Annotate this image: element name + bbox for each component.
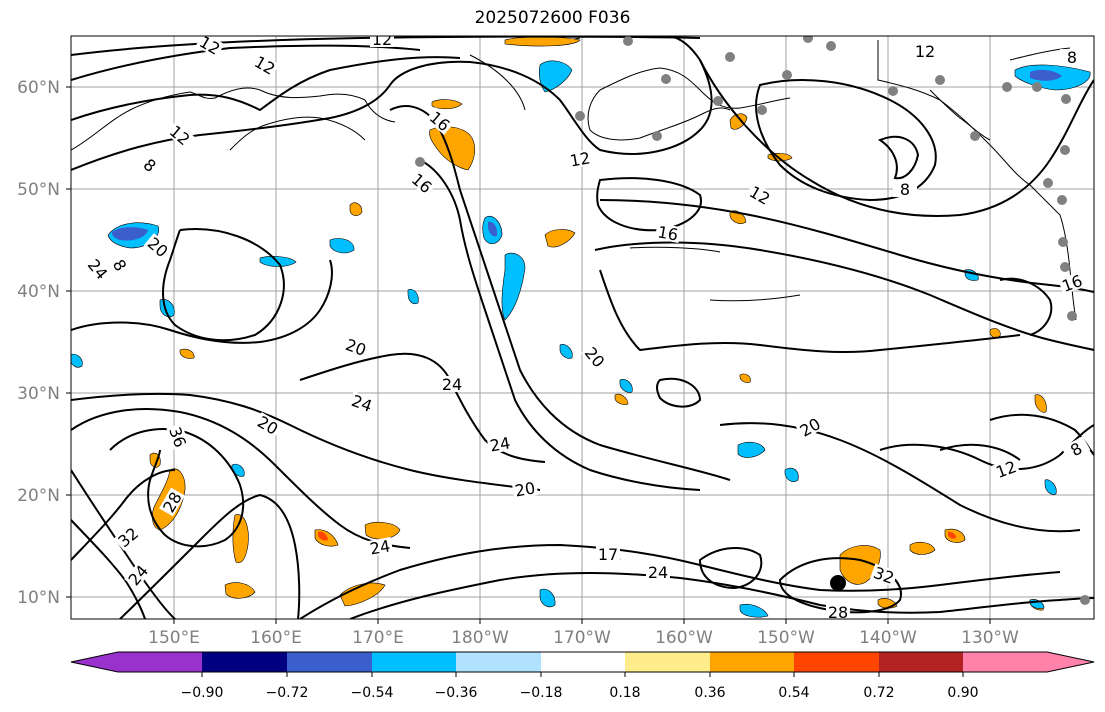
colorbar-tick-label: −0.36 (435, 685, 478, 701)
contour-label-bg (893, 181, 917, 197)
contour-label: 16 (656, 222, 679, 244)
colorbar-segment (372, 652, 456, 672)
contour-label: 24 (368, 536, 391, 558)
contour-label-bg (745, 182, 775, 208)
lon-tick-label: 130°W (961, 628, 1019, 648)
contour-label: 12 (568, 148, 591, 170)
colorbar-tick-labels: −0.90 −0.72 −0.54 −0.36 −0.18 0.18 0.36 0.54 0.7… (181, 672, 979, 701)
colorbar-outline (70, 651, 1095, 673)
contour-label-bg (341, 335, 371, 359)
contour-label-bg (370, 36, 394, 47)
colorbar-segment (710, 652, 794, 672)
contour-label-bg (195, 36, 225, 58)
colorbar-segment (456, 652, 541, 672)
colorbar-segment (879, 652, 963, 672)
contour-label-bg (166, 422, 190, 452)
lat-tick-label: 60°N (17, 78, 60, 98)
lat-tick-label: 20°N (17, 486, 60, 506)
contour-label-bg (646, 564, 670, 580)
contour-label-bg (596, 546, 620, 562)
lon-tick-label: 140°W (859, 628, 917, 648)
colorbar-segment (202, 652, 287, 672)
contour-label-bg (991, 457, 1021, 481)
contour-label-bg (581, 342, 609, 372)
contour-label: 24 (648, 563, 668, 582)
lat-tick-label: 30°N (17, 384, 60, 404)
lon-tick-label: 150°W (757, 628, 815, 648)
longitude-labels: 150°E 160°E 170°E 180°W 170°W 160°W 150°W 140°W… (148, 619, 1019, 648)
contour-label: 12 (372, 30, 392, 49)
contour-label-bg (253, 412, 283, 438)
strong-positive-shading (318, 531, 957, 541)
contour-label: 17 (598, 545, 618, 564)
contour-label: 20 (513, 478, 536, 500)
lon-tick-label: 170°E (352, 628, 404, 648)
lon-tick-label: 150°E (148, 628, 200, 648)
contour-label-bg (84, 254, 112, 284)
colorbar-tick-label: −0.90 (181, 685, 224, 701)
contour-label-bg (366, 537, 394, 557)
contour-label-bg (159, 487, 185, 517)
contour-label: 8 (1067, 48, 1077, 67)
contour-label-bg (440, 376, 464, 392)
contour-label: 24 (488, 433, 511, 455)
lat-tick-label: 40°N (17, 282, 60, 302)
contour-label-bg (826, 604, 850, 619)
colorbar-segment (71, 652, 202, 672)
lat-tick-label: 50°N (17, 180, 60, 200)
land-stations (415, 36, 1090, 605)
colorbar-segment (287, 652, 372, 672)
colorbar-tick-label: −0.18 (520, 685, 563, 701)
lon-tick-label: 170°W (553, 628, 611, 648)
colorbar (70, 651, 1095, 673)
lon-tick-label: 160°W (655, 628, 713, 648)
contour-label: 12 (915, 42, 935, 61)
contour-label-bg (486, 434, 514, 454)
contour-label-bg (566, 149, 594, 169)
colorbar-segment (794, 652, 879, 672)
colorbar-tick-label: −0.54 (351, 685, 394, 701)
contour-label-bg (165, 121, 195, 149)
contour-label-bg (124, 560, 152, 590)
contour-label-bg (869, 563, 899, 587)
contour-label: 28 (828, 603, 848, 622)
latitude-labels: 60°N 50°N 40°N 30°N 20°N 10°N (17, 78, 71, 608)
colorbar-tick-label: 0.36 (694, 685, 725, 701)
contour-label-bg (511, 479, 539, 499)
lat-tick-label: 10°N (17, 588, 60, 608)
contour-label-bg (135, 151, 165, 179)
colorbar-tick-label: 0.90 (947, 685, 978, 701)
colorbar-tick-label: −0.72 (266, 685, 309, 701)
gridlines (71, 36, 1094, 619)
minor-contours (469, 54, 801, 302)
lon-tick-label: 160°E (250, 628, 302, 648)
map-title: 2025072600 F036 (474, 8, 631, 28)
storm-center-marker (830, 575, 846, 591)
colorbar-tick-label: 0.18 (609, 685, 640, 701)
contour-label-bg (654, 223, 682, 243)
contour-label-bg (1057, 271, 1087, 295)
contour-label-bg (425, 107, 455, 135)
contour-label: 8 (900, 180, 910, 199)
colorbar-segment (541, 652, 625, 672)
contour-label-bg (113, 523, 143, 551)
contour-label: 24 (442, 375, 462, 394)
colorbar-segment (963, 652, 1094, 672)
colorbar-tick-label: 0.72 (863, 685, 894, 701)
contour-label-bg (1060, 49, 1084, 65)
contour-label-bg (347, 391, 377, 415)
strong-negative-shading (112, 69, 1062, 241)
contour-label-bg (407, 169, 437, 197)
contour-label-bg (107, 250, 133, 280)
contour-label-bg (143, 233, 173, 261)
lon-tick-label: 180°W (451, 628, 509, 648)
contour-label-bg (1061, 436, 1091, 462)
colorbar-segment (625, 652, 710, 672)
contour-label-bg (913, 43, 937, 59)
contour-label-bg (250, 52, 280, 78)
contour-label-bg (795, 414, 825, 440)
colorbar-tick-label: 0.54 (778, 685, 809, 701)
